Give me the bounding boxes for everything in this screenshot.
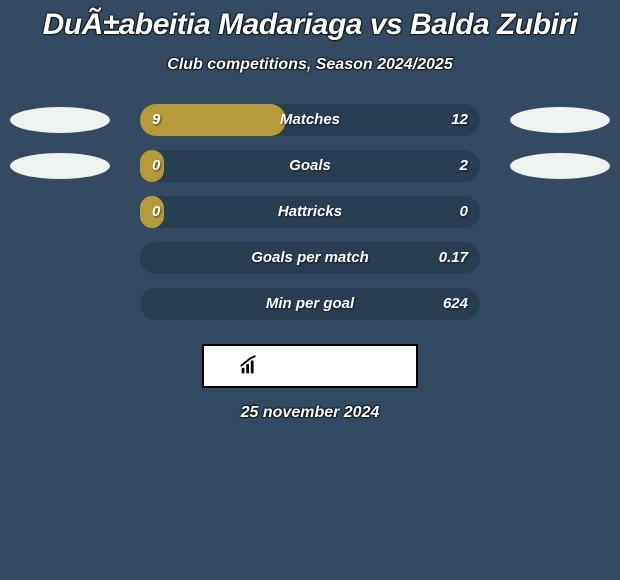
stat-label: Goals per match — [140, 242, 480, 274]
stat-value-left: 0 — [152, 196, 160, 228]
player-photo-left — [10, 107, 110, 133]
stat-row-hattricks: Hattricks0 0 — [0, 196, 620, 242]
comparison-card: DuÃ±abeitia Madariaga vs Balda Zubiri Cl… — [0, 0, 620, 580]
date-label: 25 november 2024 — [0, 404, 620, 422]
stat-label: Hattricks — [140, 196, 480, 228]
player-photo-right — [510, 153, 610, 179]
branding-badge[interactable]: FcTables.com — [202, 344, 418, 388]
stat-label: Min per goal — [140, 288, 480, 320]
stats-list: Matches912Goals02Hattricks00Goals per ma… — [0, 104, 620, 334]
player-photo-right — [510, 107, 610, 133]
stat-value-right: 0.17 — [439, 242, 468, 274]
stat-row-min_per_goal: Min per goal624 — [0, 288, 620, 334]
chart-icon — [238, 355, 260, 377]
stat-value-right: 0 — [460, 196, 468, 228]
stat-row-goals_per_match: Goals per match0.17 — [0, 242, 620, 288]
stat-value-right: 624 — [443, 288, 468, 320]
stat-label: Matches — [140, 104, 480, 136]
subtitle: Club competitions, Season 2024/2025 — [0, 56, 620, 74]
stat-value-left: 9 — [152, 104, 160, 136]
player-photo-left — [10, 153, 110, 179]
stat-row-matches: Matches9 12 — [0, 104, 620, 150]
branding-text: FcTables.com — [264, 356, 383, 377]
stat-value-right: 2 — [460, 150, 468, 182]
stat-value-right: 12 — [451, 104, 468, 136]
stat-label: Goals — [140, 150, 480, 182]
stat-value-left: 0 — [152, 150, 160, 182]
page-title: DuÃ±abeitia Madariaga vs Balda Zubiri — [0, 0, 620, 42]
stat-row-goals: Goals0 2 — [0, 150, 620, 196]
